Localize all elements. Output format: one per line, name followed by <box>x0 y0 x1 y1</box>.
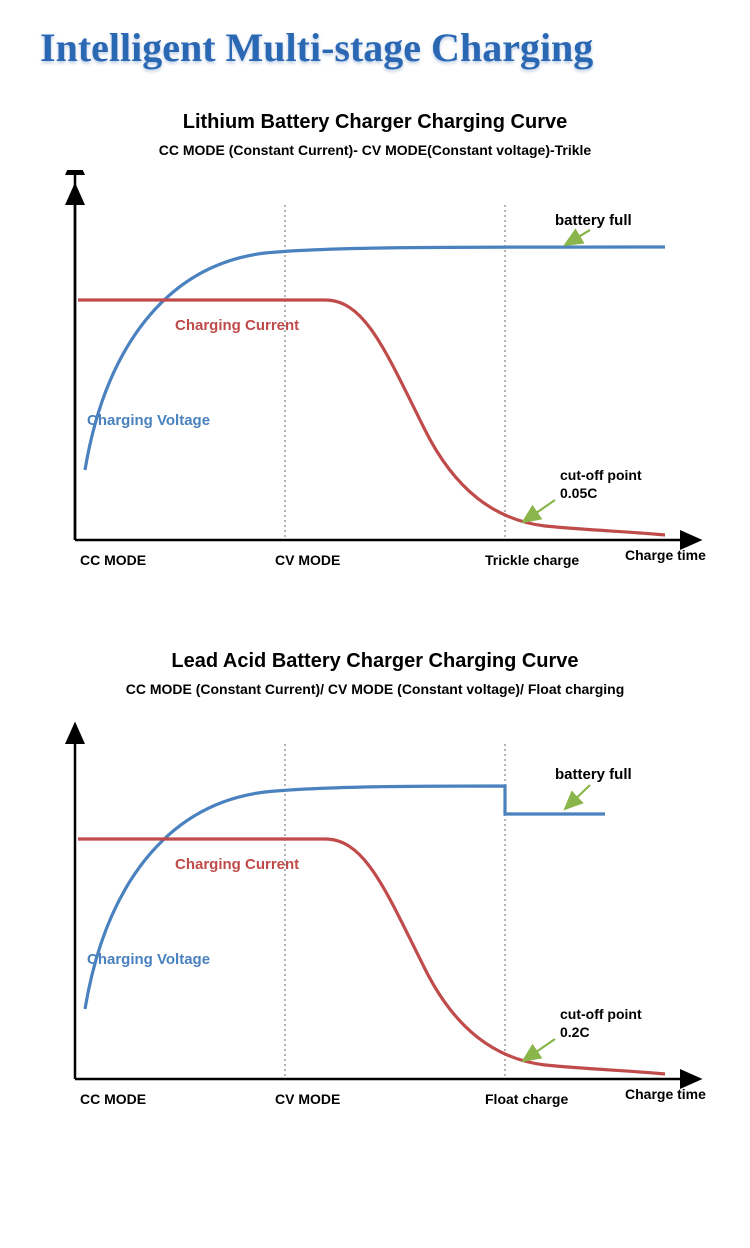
voltage-curve <box>85 247 665 470</box>
cutoff-label-2: 0.05C <box>560 485 597 501</box>
stage-label-cv: CV MODE <box>275 552 340 568</box>
chart1-svg: Charging Voltage Charging Current batter… <box>25 170 725 590</box>
stage-label-cc: CC MODE <box>80 552 146 568</box>
page-title: Intelligent Multi-stage Charging <box>0 0 750 81</box>
battery-full-arrow <box>565 785 590 809</box>
chart1-subtitle: CC MODE (Constant Current)- CV MODE(Cons… <box>25 142 725 158</box>
voltage-curve <box>85 786 605 1009</box>
cutoff-label-1: cut-off point <box>560 467 642 483</box>
current-label: Charging Current <box>175 856 299 873</box>
voltage-label: Charging Voltage <box>87 951 210 968</box>
stage-label-trickle: Trickle charge <box>485 552 579 568</box>
cutoff-label-1: cut-off point <box>560 1006 642 1022</box>
cutoff-label-2: 0.2C <box>560 1024 590 1040</box>
chart-lithium: Lithium Battery Charger Charging Curve C… <box>25 111 725 590</box>
cutoff-arrow <box>523 1039 555 1061</box>
stage-label-cc: CC MODE <box>80 1091 146 1107</box>
battery-full-label: battery full <box>555 766 632 783</box>
cutoff-arrow <box>523 500 555 522</box>
stage-label-float: Float charge <box>485 1091 568 1107</box>
stage-label-cv: CV MODE <box>275 1091 340 1107</box>
chart2-svg: Charging Voltage Charging Current batter… <box>25 709 725 1129</box>
current-label: Charging Current <box>175 317 299 334</box>
voltage-label: Charging Voltage <box>87 412 210 429</box>
battery-full-arrow <box>565 230 590 245</box>
chart-leadacid: Lead Acid Battery Charger Charging Curve… <box>25 650 725 1129</box>
x-axis-label: Charge time <box>625 547 706 563</box>
chart1-title: Lithium Battery Charger Charging Curve <box>25 111 725 134</box>
x-axis-label: Charge time <box>625 1086 706 1102</box>
chart2-subtitle: CC MODE (Constant Current)/ CV MODE (Con… <box>25 681 725 697</box>
chart2-title: Lead Acid Battery Charger Charging Curve <box>25 650 725 673</box>
battery-full-label: battery full <box>555 212 632 229</box>
